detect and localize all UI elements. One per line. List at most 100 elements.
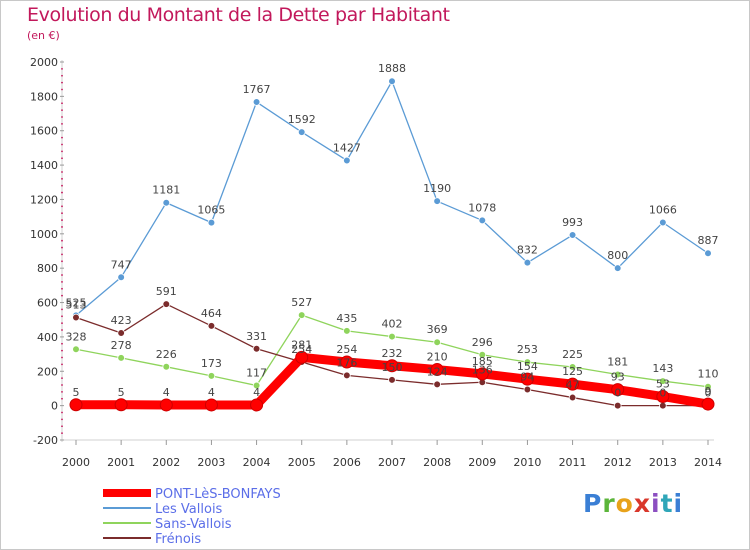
data-label-0: 210 — [427, 351, 448, 364]
x-tick-label: 2014 — [694, 456, 722, 469]
series-point-1 — [252, 98, 261, 106]
y-minor-tick — [61, 116, 63, 118]
y-tick-label: 1000 — [30, 228, 58, 241]
series-point-0 — [701, 397, 715, 411]
series-point-3 — [252, 344, 261, 353]
x-tick-label: 2012 — [604, 456, 632, 469]
y-minor-tick — [61, 274, 63, 276]
data-label-1: 1181 — [152, 184, 180, 197]
series-point-3 — [613, 401, 622, 410]
data-label-1: 993 — [562, 216, 583, 229]
series-point-0 — [385, 359, 399, 373]
series-point-3 — [388, 376, 396, 384]
y-minor-tick — [61, 246, 63, 249]
data-label-1: 1065 — [197, 204, 225, 217]
series-point-2 — [704, 382, 712, 391]
y-minor-tick — [61, 219, 63, 221]
series-point-2 — [252, 381, 261, 390]
y-minor-tick — [61, 322, 63, 325]
series-point-2 — [297, 311, 306, 319]
series-point-0 — [475, 367, 489, 381]
series-point-3 — [659, 401, 667, 410]
y-minor-tick — [61, 418, 63, 421]
series-line-1 — [75, 80, 709, 317]
y-minor-tick — [61, 239, 63, 242]
y-tick-label: 600 — [37, 297, 58, 310]
series-point-2 — [478, 350, 487, 359]
y-minor-tick — [61, 390, 63, 393]
data-label-0: 185 — [472, 355, 493, 368]
y-minor-tick — [61, 253, 63, 256]
data-label-0: 254 — [336, 343, 357, 356]
x-tick-label: 2013 — [649, 456, 677, 469]
data-label-3: 47 — [566, 379, 580, 392]
y-minor-tick — [61, 349, 63, 352]
y-minor-tick — [61, 171, 63, 173]
x-tick-label: 2006 — [333, 456, 361, 469]
data-label-0: 4 — [163, 386, 170, 399]
data-label-0: 281 — [291, 338, 312, 351]
series-point-1 — [659, 218, 667, 227]
data-label-0: 53 — [656, 378, 670, 391]
y-minor-tick — [61, 363, 63, 366]
y-minor-tick — [61, 356, 63, 359]
y-tick-label: 200 — [37, 365, 58, 378]
series-point-1 — [478, 216, 487, 225]
data-label-3: 150 — [382, 361, 403, 374]
y-tick-label: 1200 — [30, 193, 58, 206]
legend-label: Les Vallois — [155, 502, 223, 517]
data-label-0: 125 — [562, 365, 583, 378]
y-minor-tick — [61, 260, 63, 263]
y-tick-label: 1600 — [30, 125, 58, 138]
y-tick-label: 1400 — [30, 159, 58, 172]
series-point-3 — [207, 322, 216, 330]
y-minor-tick — [61, 384, 63, 386]
data-label-3: 423 — [111, 314, 132, 327]
y-minor-tick — [61, 191, 63, 194]
series-point-1 — [162, 198, 171, 207]
data-label-2: 527 — [291, 296, 312, 309]
data-label-3: 0 — [705, 387, 712, 400]
data-label-3: 591 — [156, 285, 177, 298]
chart-title: Evolution du Montant de la Dette par Hab… — [27, 4, 450, 26]
data-label-3: 136 — [472, 363, 493, 376]
y-minor-tick — [61, 136, 63, 139]
y-minor-tick — [61, 102, 63, 105]
data-label-3: 176 — [336, 356, 357, 369]
y-minor-tick — [61, 377, 63, 380]
x-tick-label: 2005 — [288, 456, 316, 469]
y-minor-tick — [61, 226, 63, 228]
data-label-2: 117 — [246, 367, 267, 380]
y-minor-tick — [61, 432, 63, 435]
legend-label: PONT-LèS-BONFAYS — [155, 487, 281, 502]
series-point-0 — [250, 398, 264, 412]
series-point-0 — [340, 355, 354, 369]
y-minor-tick — [61, 397, 63, 400]
data-label-3: 0 — [659, 387, 666, 400]
series-point-3 — [523, 385, 532, 394]
x-tick-label: 2000 — [62, 456, 90, 469]
series-point-0 — [611, 383, 625, 397]
series-point-1 — [568, 231, 577, 239]
series-point-0 — [159, 398, 173, 412]
y-minor-tick — [61, 212, 63, 215]
series-point-0 — [69, 398, 83, 412]
series-point-1 — [388, 77, 396, 86]
x-tick-label: 2003 — [197, 456, 225, 469]
series-point-2 — [207, 372, 216, 380]
data-label-2: 296 — [472, 336, 493, 349]
data-label-0: 93 — [611, 371, 625, 384]
y-minor-tick — [61, 315, 63, 318]
data-label-0: 154 — [517, 360, 538, 373]
y-minor-tick — [61, 308, 63, 311]
y-minor-tick — [61, 143, 63, 146]
x-tick-label: 2009 — [468, 456, 496, 469]
y-minor-tick — [61, 281, 63, 283]
series-point-2 — [659, 377, 667, 385]
y-tick-label: -200 — [33, 434, 58, 447]
series-point-3 — [117, 329, 125, 337]
series-point-0 — [114, 398, 128, 412]
series-point-3 — [72, 313, 80, 322]
y-minor-tick — [61, 67, 63, 70]
